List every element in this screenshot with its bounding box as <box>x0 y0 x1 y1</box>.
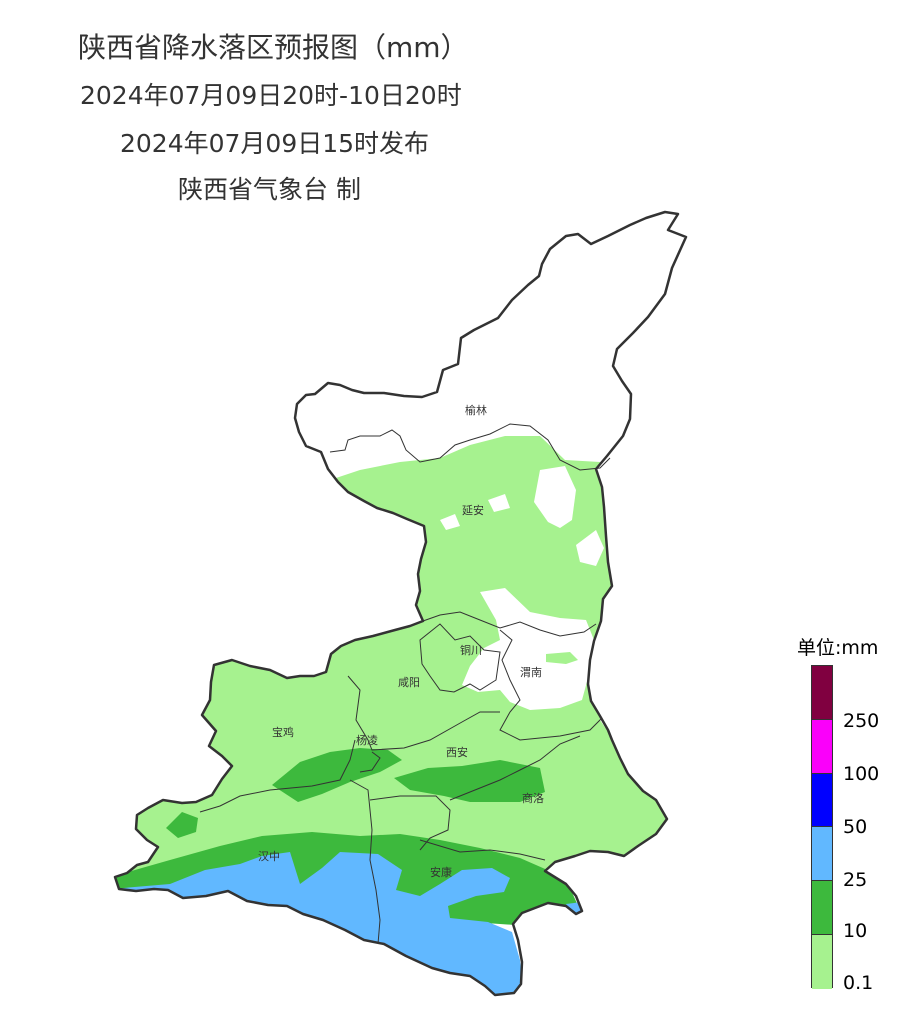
city-label-hanzhong: 汉中 <box>258 850 280 863</box>
boundary-line <box>369 795 451 851</box>
boundary-line <box>329 423 611 471</box>
boundary-line <box>419 623 501 693</box>
legend-swatch-10-25 <box>812 881 832 936</box>
legend-swatch-25-50 <box>812 827 832 882</box>
rain-zone-moderate <box>272 748 402 802</box>
city-label-yangling: 杨凌 <box>356 733 378 747</box>
rain-zone-none <box>440 514 460 530</box>
city-label-shangluo: 商洛 <box>522 791 544 805</box>
province-boundary <box>113 210 688 997</box>
legend-swatch-100-250 <box>812 719 832 774</box>
boundary-line <box>359 751 381 773</box>
legend-label-25: 25 <box>843 869 868 891</box>
rain-zone-moderate <box>166 812 198 838</box>
forecast-period: 2024年07月09日20时-10日20时 <box>80 81 462 110</box>
city-labels: 榆林 延安 铜川 渭南 咸阳 宝鸡 杨凌 西安 商洛 汉中 安康 <box>258 403 544 879</box>
legend-label-10: 10 <box>843 920 868 942</box>
legend-swatch-0.1-10 <box>812 935 832 989</box>
city-label-yulin: 榆林 <box>465 403 487 417</box>
boundary-line <box>199 739 356 813</box>
rain-zone-light <box>546 652 578 664</box>
issue-time: 2024年07月09日15时发布 <box>120 129 430 158</box>
city-label-xianyang: 咸阳 <box>398 676 420 689</box>
boundary-line <box>347 675 500 751</box>
city-label-weinan: 渭南 <box>520 666 542 679</box>
legend-swatch-50-100 <box>812 773 832 828</box>
city-label-xian: 西安 <box>446 745 468 759</box>
legend-swatch-250-plus <box>812 666 832 720</box>
city-label-tongchuan: 铜川 <box>460 643 482 657</box>
boundary-line <box>419 839 546 861</box>
boundary-line <box>422 611 597 637</box>
city-boundaries <box>199 423 611 945</box>
legend-label-250: 250 <box>843 710 880 732</box>
rain-zone-moderate <box>394 760 545 802</box>
precipitation-layer <box>115 436 680 995</box>
legend-label-0.1: 0.1 <box>843 972 874 994</box>
map-title: 陕西省降水落区预报图（mm） <box>78 31 469 64</box>
issuer: 陕西省气象台 制 <box>178 175 361 204</box>
rain-zone-none <box>576 530 604 566</box>
boundary-line <box>349 779 381 945</box>
rain-zone-none <box>534 466 576 528</box>
legend-color-bar <box>811 665 833 989</box>
city-label-baoji: 宝鸡 <box>272 725 294 739</box>
city-label-yanan: 延安 <box>462 503 484 517</box>
boundary-line <box>449 735 581 801</box>
boundary-line <box>499 629 603 741</box>
legend-title: 单位:mm <box>797 637 879 659</box>
legend-label-50: 50 <box>843 816 868 838</box>
city-label-ankang: 安康 <box>430 865 452 879</box>
legend-label-100: 100 <box>843 763 880 785</box>
rain-zone-none <box>488 494 510 512</box>
